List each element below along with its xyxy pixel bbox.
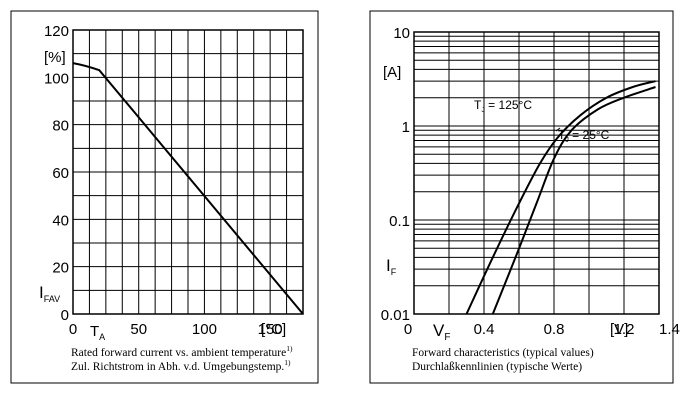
right-panel-frame [369, 10, 674, 384]
left-x-tick-label: 150 [258, 321, 283, 338]
left-caption-line2: Zul. Richtstrom in Abh. v.d. Umgebungste… [71, 358, 291, 373]
series-label-125c: TJ = 125°C [474, 98, 532, 114]
right-x-tick-label: 1.2 [614, 321, 635, 338]
right-plot-frame [413, 31, 660, 315]
right-x-tick-label: 0.8 [544, 321, 565, 338]
left-panel-frame [10, 10, 319, 384]
left-x-tick-label: 0 [69, 321, 77, 338]
label-leader-25c [555, 127, 561, 132]
right-series [465, 80, 656, 315]
left-y-tick-label: 80 [52, 118, 69, 135]
left-y-unit-label: [%] [44, 49, 66, 66]
left-y-tick-label: 0 [61, 307, 69, 324]
left-y-tick-label: 40 [52, 212, 69, 229]
right-caption-line1: Forward characteristics (typical values) [412, 347, 594, 359]
right-y-tick-label: 1 [402, 119, 410, 136]
right-x-tick-label: 0 [404, 321, 412, 338]
curve-25c [491, 86, 656, 315]
series-label-25c: TJ = 25°C [558, 128, 610, 144]
right-x-symbol: VF [433, 321, 450, 343]
left-y-tick-label: 20 [52, 260, 69, 277]
left-tick-labels: 0 20 40 60 80 100 120 0 50 100 150 [44, 23, 283, 338]
left-y-symbol: IFAV [39, 283, 60, 304]
right-x-unit-label: [V] [610, 321, 628, 338]
left-plot-frame [72, 29, 304, 315]
right-y-unit-label: [A] [383, 64, 401, 81]
right-x-tick-label: 1.4 [659, 321, 680, 338]
derating-chart: 0 20 40 60 80 100 120 0 50 100 150 [%] IFAV TA [°C… [39, 23, 304, 373]
right-caption-line2: Durchlaßkennlinien (typische Werte) [412, 361, 582, 373]
left-x-unit-label: [°C] [261, 321, 286, 338]
left-series [72, 62, 304, 315]
right-y-tick-label: 10 [393, 25, 410, 42]
right-y-tick-label: 0.01 [381, 307, 410, 324]
forward-characteristics-chart: 0.01 0.1 1 10 0 0.4 0.8 1.2 1.4 [A] IF VF [V] TJ… [381, 25, 680, 373]
right-grid [414, 32, 659, 314]
left-y-tick-label: 120 [44, 23, 69, 40]
left-y-tick-label: 100 [44, 70, 69, 87]
left-y-tick-label: 60 [52, 165, 69, 182]
curve-125c [465, 80, 656, 315]
left-x-tick-label: 100 [192, 321, 217, 338]
right-tick-labels: 0.01 0.1 1 10 0 0.4 0.8 1.2 1.4 [381, 25, 680, 338]
right-y-tick-label: 0.1 [389, 213, 410, 230]
left-x-symbol: TA [90, 323, 105, 342]
left-x-tick-label: 50 [130, 321, 147, 338]
right-x-tick-label: 0.4 [474, 321, 495, 338]
left-caption-line1: Rated forward current vs. ambient temper… [71, 344, 293, 359]
derating-curve [72, 62, 304, 315]
right-y-symbol: IF [386, 256, 397, 277]
